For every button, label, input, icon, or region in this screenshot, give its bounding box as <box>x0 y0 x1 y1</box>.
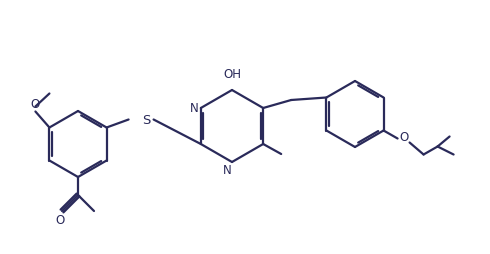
Text: OH: OH <box>223 68 241 81</box>
Text: O: O <box>31 98 40 110</box>
Text: N: N <box>222 163 231 176</box>
Text: N: N <box>190 102 198 115</box>
Text: S: S <box>143 114 151 126</box>
Text: O: O <box>55 214 65 227</box>
Text: O: O <box>399 131 408 144</box>
